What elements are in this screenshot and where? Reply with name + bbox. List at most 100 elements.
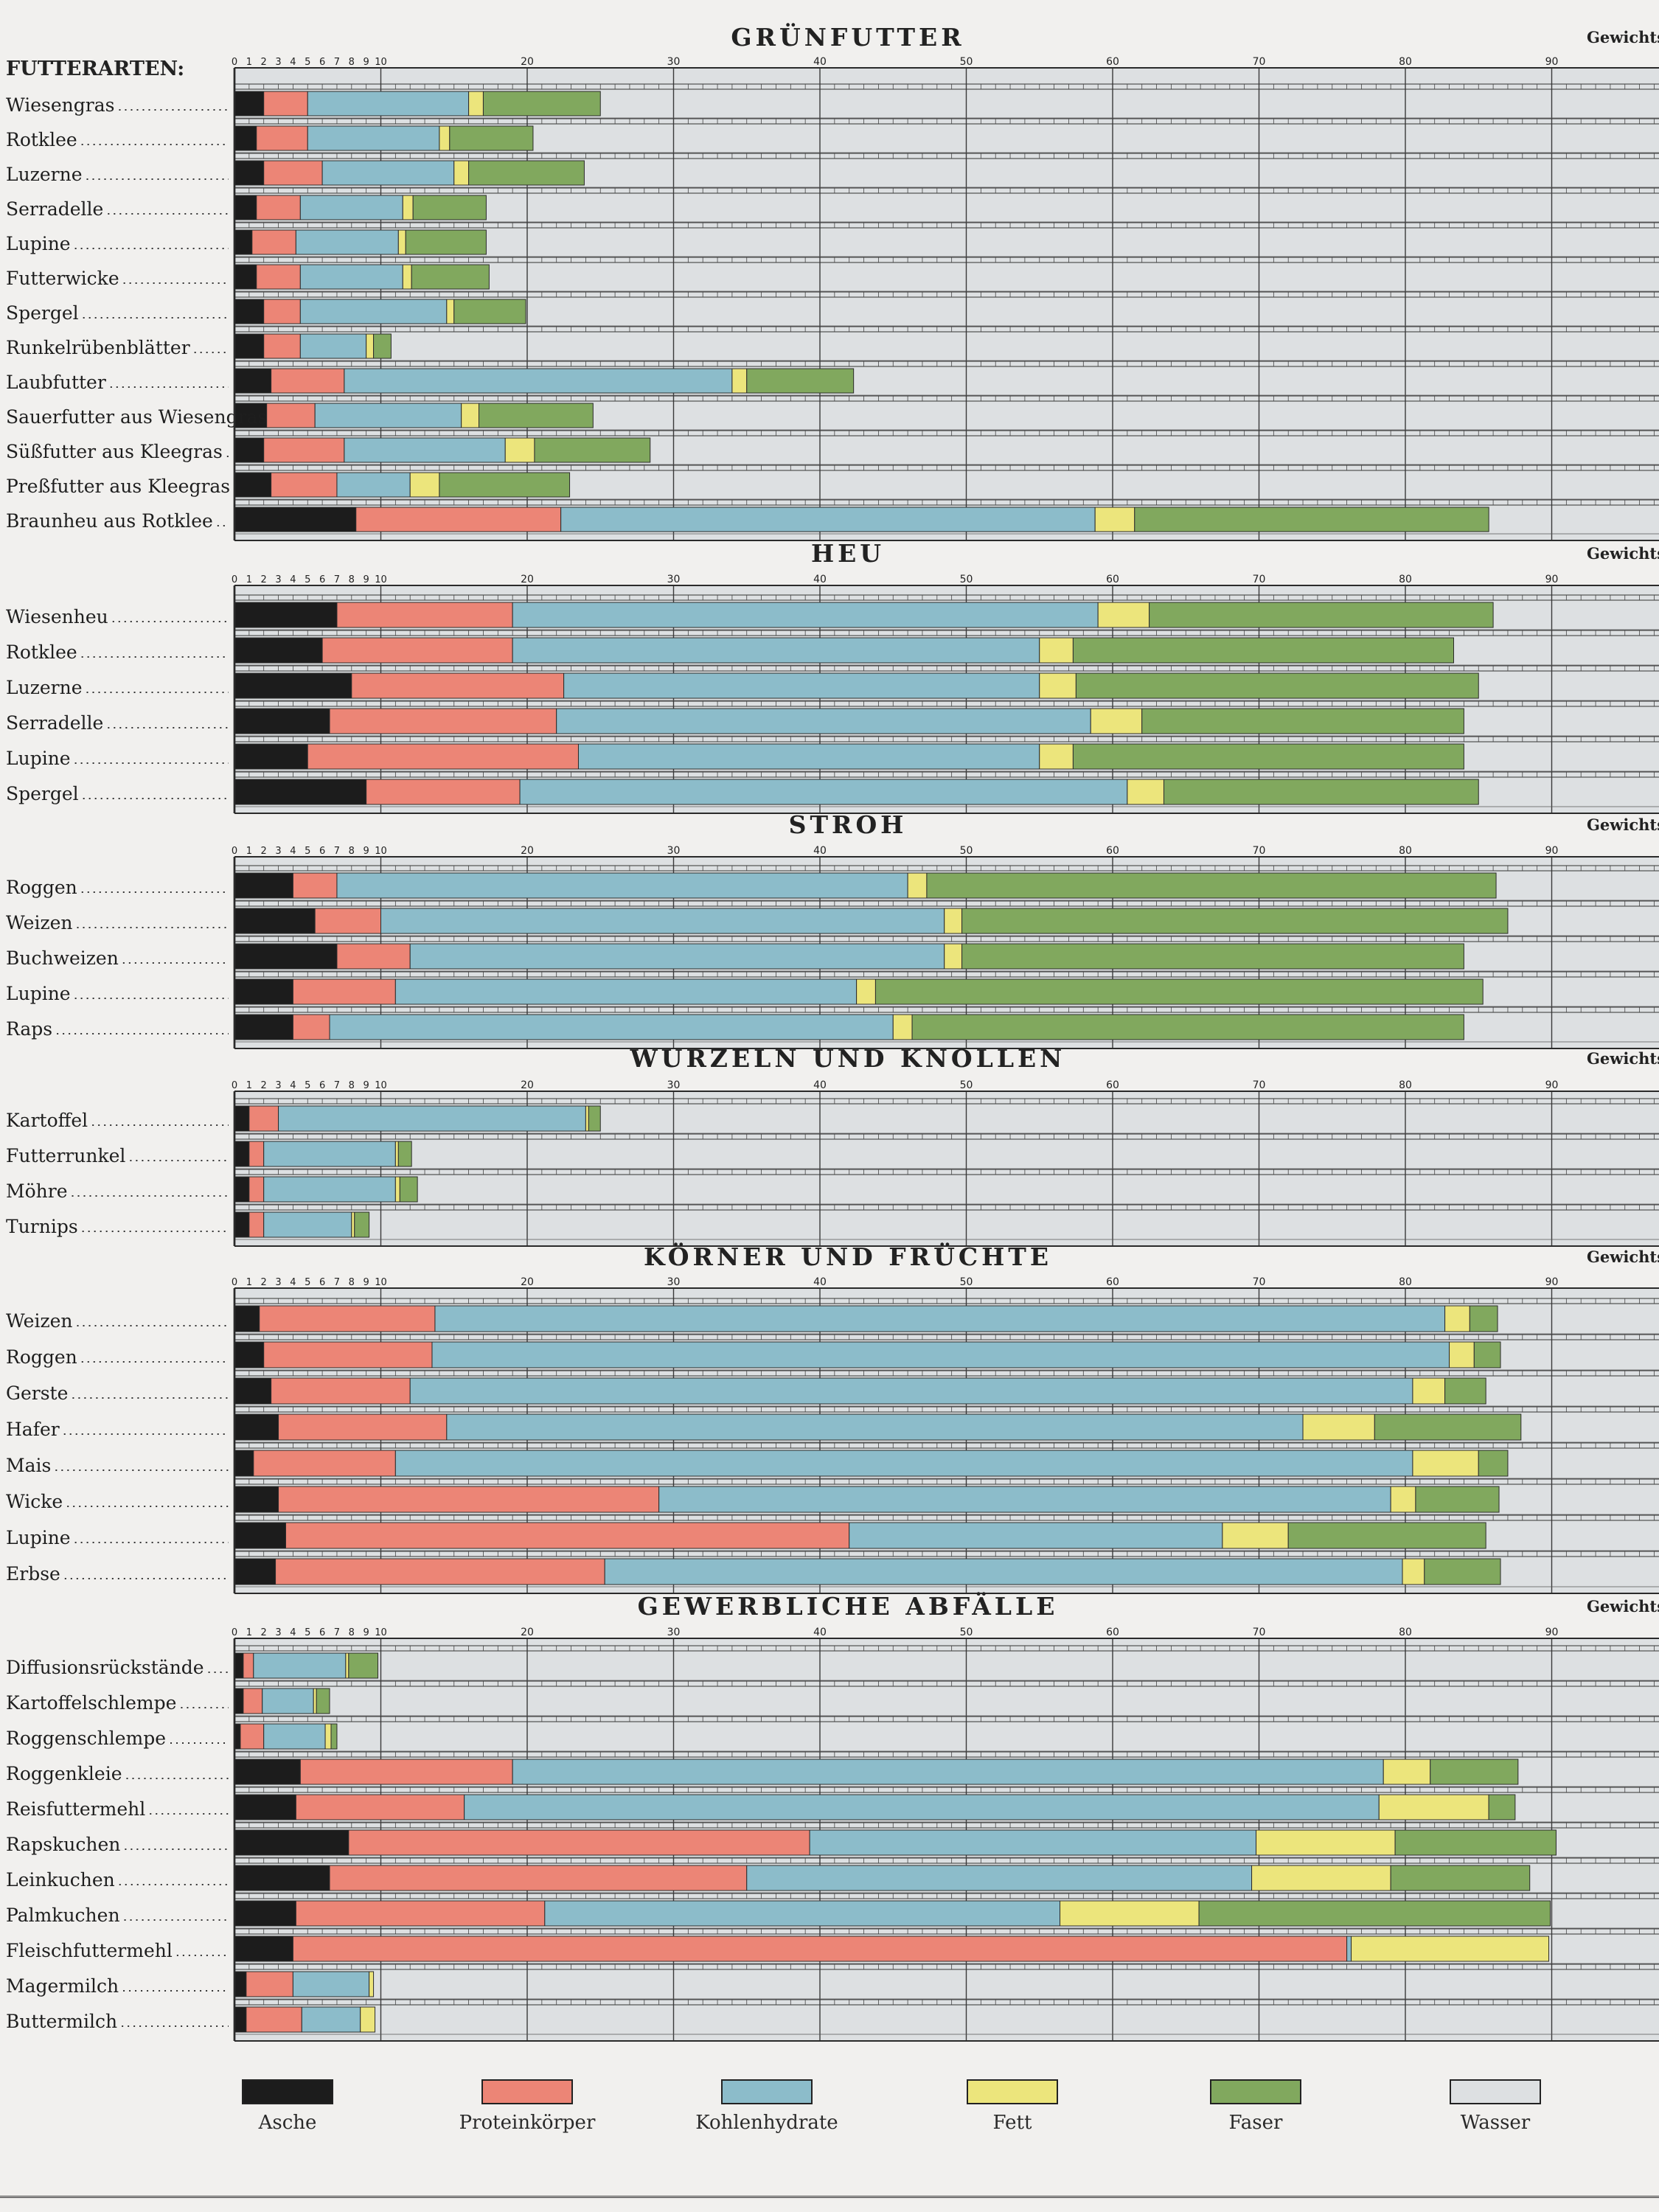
- tick-label-wurzeln-und-knollen-3: 3: [275, 1080, 281, 1091]
- bar-faser-koerner-und-fruechte-hafer-3: [1374, 1413, 1522, 1441]
- bar-protein-gruenfutter-lupine-4: [251, 229, 296, 255]
- bar-fett-gruenfutter-serradelle-3: [402, 195, 414, 220]
- bar-protein-koerner-und-fruechte-mais-4: [253, 1450, 396, 1477]
- bar-asche-gruenfutter-rotklee-1: [234, 125, 257, 151]
- bar-kohlenhydrate-stroh-raps-4: [329, 1014, 894, 1040]
- tick-label-stroh-90: 90: [1545, 845, 1559, 857]
- bar-asche-gruenfutter-wiesengras-0: [234, 91, 265, 116]
- legend-label-protein: Proteinkörper: [459, 2112, 596, 2134]
- bar-kohlenhydrate-gewerbliche-abfaelle-fleischfuttermehl-8: [1346, 1935, 1352, 1962]
- tick-label-koerner-und-fruechte-70: 70: [1253, 1276, 1266, 1288]
- row-label-gruenfutter-wiesengras-0: Wiesengras: [6, 94, 114, 116]
- row-label-gruenfutter-serradelle-3: Serradelle: [6, 198, 103, 220]
- bar-fett-gewerbliche-abfaelle-reisfuttermehl-4: [1378, 1794, 1489, 1820]
- tick-label-heu-50: 50: [960, 574, 973, 585]
- tick-label-stroh-80: 80: [1399, 845, 1412, 857]
- bar-fett-stroh-buchweizen-2: [944, 943, 963, 970]
- bar-faser-koerner-und-fruechte-gerste-2: [1444, 1377, 1486, 1405]
- row-label-koerner-und-fruechte-weizen-0: Weizen: [6, 1310, 73, 1332]
- bar-kohlenhydrate-wurzeln-und-knollen-moehre-2: [263, 1176, 396, 1203]
- tick-label-heu-2: 2: [261, 574, 267, 585]
- bar-kohlenhydrate-wurzeln-und-knollen-turnips-3: [263, 1211, 352, 1238]
- bar-fett-gruenfutter-pressfutter-aus-kleegras-11: [409, 472, 440, 498]
- tick-label-gruenfutter-50: 50: [960, 56, 973, 68]
- tick-label-wurzeln-und-knollen-0: 0: [232, 1080, 237, 1091]
- bar-asche-koerner-und-fruechte-erbse-7: [234, 1558, 276, 1585]
- tick-label-heu-90: 90: [1545, 574, 1559, 585]
- section-title-gewerbliche-abfaelle: GEWERBLICHE ABFÄLLE: [638, 1591, 1059, 1621]
- bar-fett-heu-luzerne-2: [1039, 672, 1077, 699]
- tick-label-gewerbliche-abfaelle-50: 50: [960, 1627, 973, 1638]
- bar-fett-wurzeln-und-knollen-kartoffel-0: [585, 1105, 589, 1132]
- bar-kohlenhydrate-heu-rotklee-1: [512, 637, 1040, 664]
- tick-label-gruenfutter-60: 60: [1106, 56, 1119, 68]
- bar-fett-stroh-lupine-3: [856, 978, 876, 1005]
- bar-fett-koerner-und-fruechte-gerste-2: [1412, 1377, 1446, 1405]
- bar-asche-heu-spergel-5: [234, 779, 367, 805]
- bar-kohlenhydrate-gruenfutter-braunheu-aus-rotklee-12: [560, 507, 1096, 532]
- bar-kohlenhydrate-gewerbliche-abfaelle-buttermilch-10: [301, 2006, 361, 2033]
- bar-faser-heu-wiesenheu-0: [1149, 602, 1494, 628]
- bar-fett-koerner-und-fruechte-erbse-7: [1402, 1558, 1425, 1585]
- bar-fett-gruenfutter-luzerne-2: [453, 160, 470, 186]
- tick-label-stroh-40: 40: [813, 845, 827, 857]
- tick-label-wurzeln-und-knollen-50: 50: [960, 1079, 973, 1091]
- legend-swatch-fett: [967, 2079, 1058, 2104]
- bar-faser-gewerbliche-abfaelle-roggenschlempe-2: [330, 1723, 338, 1750]
- bar-asche-koerner-und-fruechte-hafer-3: [234, 1413, 279, 1441]
- legend-item-faser: Faser: [1182, 2079, 1329, 2134]
- tick-label-heu-70: 70: [1253, 574, 1266, 585]
- tick-label-gruenfutter-2: 2: [261, 57, 267, 68]
- tick-label-heu-1: 1: [246, 574, 252, 585]
- bar-faser-gewerbliche-abfaelle-palmkuchen-7: [1198, 1900, 1551, 1927]
- bar-asche-stroh-roggen-0: [234, 872, 293, 899]
- bar-fett-koerner-und-fruechte-hafer-3: [1302, 1413, 1375, 1441]
- bar-protein-heu-luzerne-2: [351, 672, 565, 699]
- row-label-heu-rotklee-1: Rotklee: [6, 641, 77, 663]
- bar-asche-gruenfutter-runkelruebenblaetter-7: [234, 333, 265, 359]
- tick-label-koerner-und-fruechte-90: 90: [1545, 1276, 1559, 1288]
- bar-asche-gewerbliche-abfaelle-kartoffelschlempe-1: [234, 1688, 244, 1714]
- row-label-gruenfutter-sauerfutter-aus-wiesengras-9: Sauerfutter aus Wiesengras: [6, 406, 267, 428]
- bar-protein-stroh-raps-4: [292, 1014, 330, 1040]
- tick-label-gruenfutter-20: 20: [521, 56, 534, 68]
- bar-fett-gruenfutter-sauerfutter-aus-wiesengras-9: [461, 403, 479, 428]
- bar-faser-koerner-und-fruechte-wicke-5: [1415, 1486, 1500, 1513]
- bar-asche-gruenfutter-spergel-6: [234, 299, 265, 324]
- tick-label-wurzeln-und-knollen-1: 1: [246, 1080, 252, 1091]
- bar-asche-koerner-und-fruechte-wicke-5: [234, 1486, 279, 1513]
- bar-faser-gewerbliche-abfaelle-roggenkleie-3: [1430, 1759, 1519, 1785]
- legend-label-wasser: Wasser: [1460, 2112, 1531, 2134]
- bar-faser-wurzeln-und-knollen-moehre-2: [399, 1176, 418, 1203]
- bar-fett-gruenfutter-rotklee-1: [439, 125, 451, 151]
- tick-label-wurzeln-und-knollen-10: 10: [375, 1080, 387, 1091]
- bar-faser-gewerbliche-abfaelle-reisfuttermehl-4: [1488, 1794, 1516, 1820]
- bar-kohlenhydrate-gruenfutter-rotklee-1: [307, 125, 440, 151]
- bar-asche-gewerbliche-abfaelle-magermilch-9: [234, 1971, 247, 1997]
- row-header: FUTTERARTEN:: [6, 58, 184, 80]
- row-label-stroh-buchweizen-2: Buchweizen: [6, 947, 119, 969]
- tick-label-koerner-und-fruechte-7: 7: [334, 1277, 340, 1288]
- bar-faser-gruenfutter-futterwicke-5: [411, 264, 490, 290]
- bar-protein-koerner-und-fruechte-hafer-3: [278, 1413, 448, 1441]
- bar-asche-heu-lupine-4: [234, 743, 308, 770]
- bar-protein-gruenfutter-suessfutter-aus-kleegras-10: [263, 437, 345, 463]
- tick-label-heu-20: 20: [521, 574, 534, 585]
- legend-item-fett: Fett: [939, 2079, 1086, 2134]
- bar-protein-wurzeln-und-knollen-moehre-2: [248, 1176, 265, 1203]
- tick-label-gruenfutter-10: 10: [375, 57, 387, 68]
- bar-fett-gruenfutter-braunheu-aus-rotklee-12: [1094, 507, 1135, 532]
- bar-protein-gewerbliche-abfaelle-diffusionsrueckstaende-0: [243, 1652, 254, 1679]
- bar-kohlenhydrate-heu-spergel-5: [519, 779, 1128, 805]
- tick-label-gewerbliche-abfaelle-5: 5: [305, 1627, 310, 1638]
- unit-label-stroh: Gewichts: [1587, 815, 1659, 834]
- bar-asche-stroh-raps-4: [234, 1014, 293, 1040]
- tick-label-heu-8: 8: [349, 574, 355, 585]
- row-label-heu-wiesenheu-0: Wiesenheu: [6, 606, 108, 627]
- row-label-gewerbliche-abfaelle-kartoffelschlempe-1: Kartoffelschlempe: [6, 1692, 176, 1714]
- bar-asche-wurzeln-und-knollen-futterrunkel-1: [234, 1141, 250, 1167]
- bar-fett-heu-rotklee-1: [1039, 637, 1074, 664]
- bar-asche-koerner-und-fruechte-weizen-0: [234, 1305, 260, 1332]
- tick-label-gewerbliche-abfaelle-40: 40: [813, 1627, 827, 1638]
- bar-protein-gewerbliche-abfaelle-palmkuchen-7: [295, 1900, 546, 1927]
